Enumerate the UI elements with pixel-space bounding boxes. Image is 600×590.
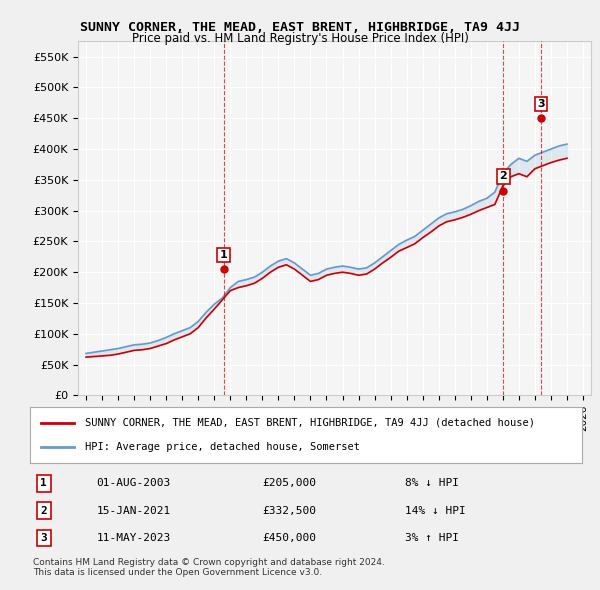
Text: Contains HM Land Registry data © Crown copyright and database right 2024.: Contains HM Land Registry data © Crown c… — [33, 558, 385, 566]
Text: SUNNY CORNER, THE MEAD, EAST BRENT, HIGHBRIDGE, TA9 4JJ: SUNNY CORNER, THE MEAD, EAST BRENT, HIGH… — [80, 21, 520, 34]
Text: 2: 2 — [40, 506, 47, 516]
Text: 1: 1 — [40, 478, 47, 488]
Text: £332,500: £332,500 — [262, 506, 316, 516]
Text: £450,000: £450,000 — [262, 533, 316, 543]
Text: This data is licensed under the Open Government Licence v3.0.: This data is licensed under the Open Gov… — [33, 568, 322, 576]
Text: 2: 2 — [500, 171, 508, 181]
Text: 15-JAN-2021: 15-JAN-2021 — [96, 506, 170, 516]
Text: 8% ↓ HPI: 8% ↓ HPI — [406, 478, 460, 488]
Text: SUNNY CORNER, THE MEAD, EAST BRENT, HIGHBRIDGE, TA9 4JJ (detached house): SUNNY CORNER, THE MEAD, EAST BRENT, HIGH… — [85, 418, 535, 428]
Text: 14% ↓ HPI: 14% ↓ HPI — [406, 506, 466, 516]
Text: HPI: Average price, detached house, Somerset: HPI: Average price, detached house, Some… — [85, 442, 360, 453]
Text: £205,000: £205,000 — [262, 478, 316, 488]
Text: 3: 3 — [537, 99, 545, 109]
Text: Price paid vs. HM Land Registry's House Price Index (HPI): Price paid vs. HM Land Registry's House … — [131, 32, 469, 45]
Text: 3: 3 — [40, 533, 47, 543]
Text: 3% ↑ HPI: 3% ↑ HPI — [406, 533, 460, 543]
Text: 1: 1 — [220, 250, 227, 260]
Text: 01-AUG-2003: 01-AUG-2003 — [96, 478, 170, 488]
Text: 11-MAY-2023: 11-MAY-2023 — [96, 533, 170, 543]
